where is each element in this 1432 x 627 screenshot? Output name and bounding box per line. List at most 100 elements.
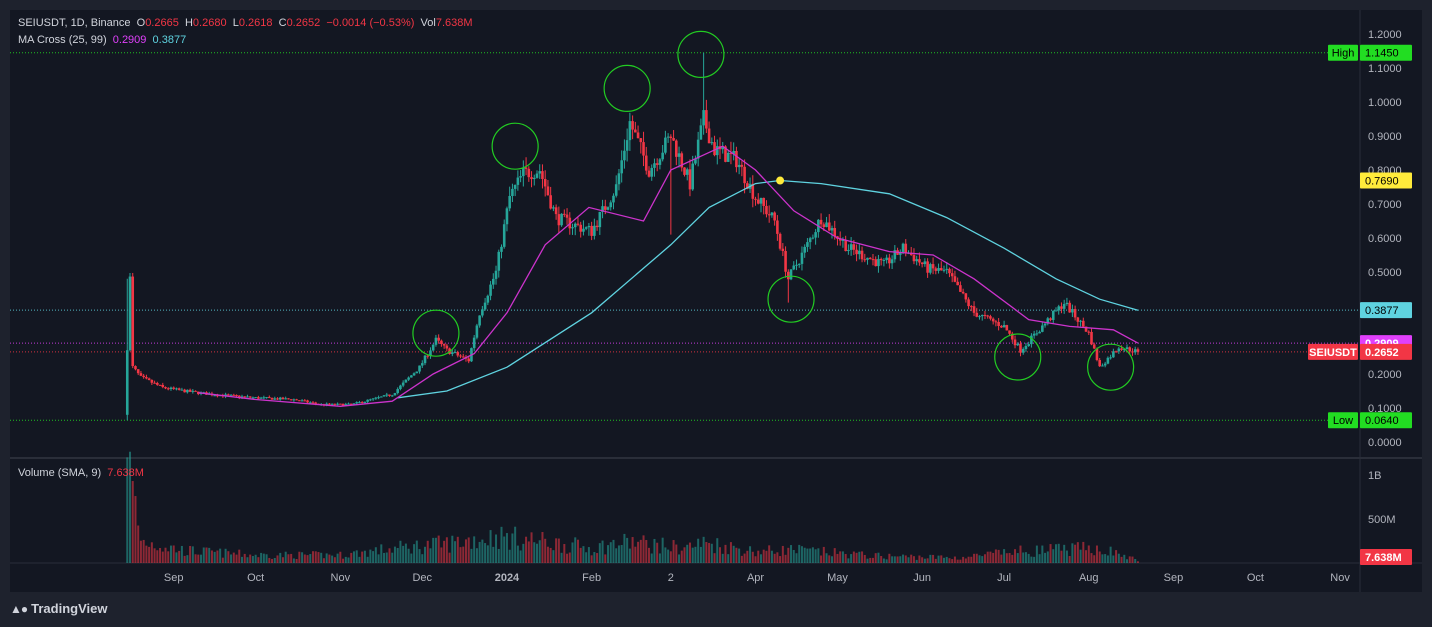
candle-body[interactable] bbox=[634, 129, 637, 133]
candle-body[interactable] bbox=[336, 403, 339, 405]
candle-body[interactable] bbox=[158, 384, 162, 386]
volume-bar[interactable] bbox=[456, 536, 459, 563]
volume-bar[interactable] bbox=[137, 525, 140, 563]
volume-bar[interactable] bbox=[754, 556, 757, 563]
candle-body[interactable] bbox=[1024, 345, 1028, 349]
candle-body[interactable] bbox=[811, 237, 815, 239]
volume-bar[interactable] bbox=[817, 548, 820, 563]
volume-bar[interactable] bbox=[227, 551, 230, 563]
highlight-circle[interactable] bbox=[767, 275, 815, 323]
volume-bar[interactable] bbox=[973, 553, 976, 563]
volume-bar[interactable] bbox=[249, 554, 252, 563]
volume-bar[interactable] bbox=[339, 551, 342, 563]
volume-bar[interactable] bbox=[880, 555, 883, 563]
candle-body[interactable] bbox=[194, 390, 197, 392]
candle-body[interactable] bbox=[770, 212, 774, 216]
candle-body[interactable] bbox=[672, 138, 675, 141]
candle-body[interactable] bbox=[644, 155, 648, 171]
volume-bar[interactable] bbox=[399, 540, 402, 563]
candle-body[interactable] bbox=[639, 138, 643, 143]
volume-bar[interactable] bbox=[336, 553, 339, 563]
candle-body[interactable] bbox=[1087, 331, 1091, 333]
volume-bar[interactable] bbox=[134, 496, 137, 563]
volume-bar[interactable] bbox=[964, 558, 967, 563]
volume-bar[interactable] bbox=[844, 553, 847, 563]
candle-body[interactable] bbox=[227, 394, 230, 396]
volume-bar[interactable] bbox=[183, 555, 186, 563]
highlight-circle[interactable] bbox=[491, 122, 539, 170]
volume-bar[interactable] bbox=[159, 548, 162, 563]
candle-body[interactable] bbox=[893, 250, 897, 260]
volume-bar[interactable] bbox=[688, 542, 691, 563]
volume-bar[interactable] bbox=[451, 535, 454, 563]
candle-body[interactable] bbox=[1125, 347, 1129, 350]
candle-body[interactable] bbox=[191, 390, 195, 392]
volume-bar[interactable] bbox=[1049, 544, 1052, 563]
highlight-circle[interactable] bbox=[603, 64, 651, 113]
candle-body[interactable] bbox=[535, 173, 539, 178]
candle-body[interactable] bbox=[213, 395, 216, 397]
volume-bar[interactable] bbox=[871, 557, 874, 563]
candle-body[interactable] bbox=[125, 350, 129, 415]
candle-body[interactable] bbox=[229, 394, 233, 396]
volume-bar[interactable] bbox=[186, 555, 189, 563]
candle-body[interactable] bbox=[472, 337, 476, 349]
candle-body[interactable] bbox=[1021, 348, 1025, 353]
volume-bar[interactable] bbox=[596, 553, 599, 563]
volume-bar[interactable] bbox=[150, 542, 153, 563]
highlight-circle[interactable] bbox=[412, 309, 460, 357]
volume-bar[interactable] bbox=[552, 550, 555, 563]
tradingview-brand[interactable]: ▲● TradingView bbox=[10, 601, 107, 616]
volume-bar[interactable] bbox=[273, 557, 276, 563]
candle-body[interactable] bbox=[292, 399, 296, 401]
volume-bar[interactable] bbox=[470, 548, 473, 563]
volume-bar[interactable] bbox=[713, 553, 716, 563]
volume-bar[interactable] bbox=[232, 552, 235, 563]
volume-bar[interactable] bbox=[1085, 550, 1088, 563]
candle-body[interactable] bbox=[912, 255, 916, 262]
volume-bar[interactable] bbox=[1005, 553, 1008, 563]
volume-bar[interactable] bbox=[773, 553, 776, 563]
volume-bar[interactable] bbox=[918, 555, 921, 563]
candle-body[interactable] bbox=[270, 397, 274, 400]
volume-bar[interactable] bbox=[200, 554, 203, 563]
candle-body[interactable] bbox=[778, 233, 782, 249]
volume-bar[interactable] bbox=[915, 559, 918, 563]
candle-body[interactable] bbox=[519, 176, 522, 178]
volume-bar[interactable] bbox=[276, 555, 279, 563]
candle-body[interactable] bbox=[978, 316, 981, 318]
candle-body[interactable] bbox=[366, 399, 369, 402]
candle-body[interactable] bbox=[328, 403, 331, 405]
volume-bar[interactable] bbox=[1082, 541, 1085, 563]
candle-body[interactable] bbox=[136, 369, 140, 374]
candle-body[interactable] bbox=[1016, 343, 1020, 346]
volume-bar[interactable] bbox=[500, 526, 503, 563]
candle-body[interactable] bbox=[986, 315, 990, 317]
candle-body[interactable] bbox=[352, 403, 356, 405]
candle-body[interactable] bbox=[1092, 344, 1096, 349]
candle-body[interactable] bbox=[582, 228, 585, 232]
candle-body[interactable] bbox=[511, 188, 514, 197]
volume-bar[interactable] bbox=[557, 538, 560, 563]
volume-bar[interactable] bbox=[243, 553, 246, 563]
volume-bar[interactable] bbox=[664, 547, 667, 563]
volume-bar[interactable] bbox=[620, 545, 623, 563]
candle-body[interactable] bbox=[956, 281, 959, 286]
volume-bar[interactable] bbox=[1128, 556, 1131, 563]
volume-bar[interactable] bbox=[1076, 542, 1079, 563]
volume-bar[interactable] bbox=[448, 552, 451, 563]
candle-body[interactable] bbox=[852, 244, 856, 250]
candle-body[interactable] bbox=[248, 396, 252, 398]
volume-bar[interactable] bbox=[437, 535, 440, 563]
candle-body[interactable] bbox=[532, 177, 536, 180]
volume-bar[interactable] bbox=[434, 537, 437, 563]
candle-body[interactable] bbox=[314, 402, 318, 404]
volume-bar[interactable] bbox=[1057, 543, 1060, 563]
candle-body[interactable] bbox=[377, 397, 380, 399]
candle-body[interactable] bbox=[890, 259, 894, 264]
volume-bar[interactable] bbox=[978, 555, 981, 563]
volume-bar[interactable] bbox=[792, 549, 795, 563]
volume-bar[interactable] bbox=[831, 556, 834, 563]
candle-body[interactable] bbox=[773, 212, 776, 221]
volume-bar[interactable] bbox=[413, 544, 416, 563]
